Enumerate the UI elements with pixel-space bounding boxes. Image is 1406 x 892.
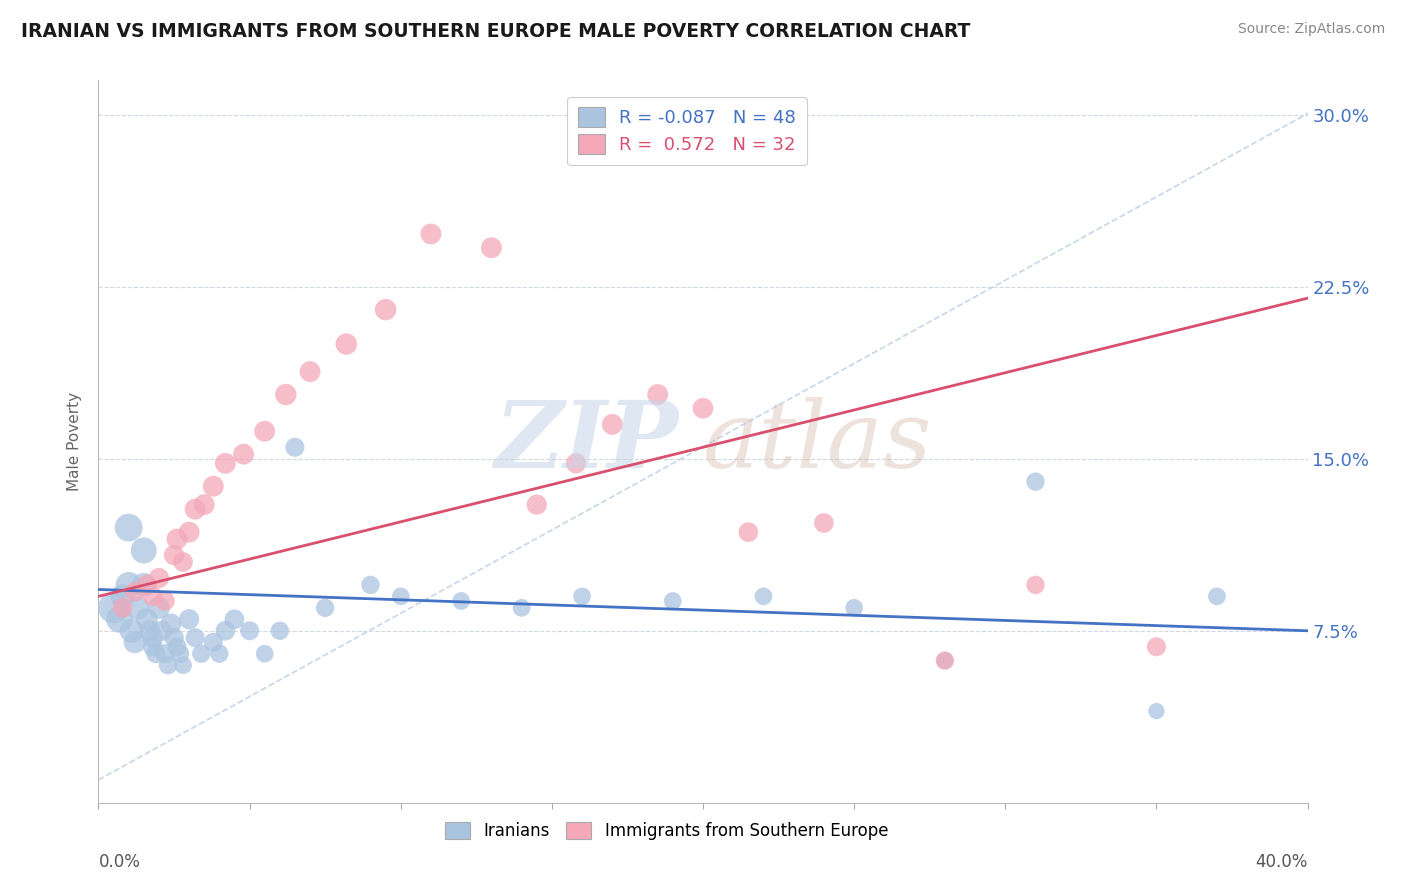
- Point: [661, 594, 683, 608]
- Point: [148, 571, 170, 585]
- Point: [274, 387, 297, 401]
- Point: [150, 624, 173, 638]
- Point: [166, 532, 188, 546]
- Point: [1144, 704, 1167, 718]
- Point: [214, 624, 236, 638]
- Y-axis label: Male Poverty: Male Poverty: [67, 392, 83, 491]
- Text: 0.0%: 0.0%: [98, 854, 141, 871]
- Point: [813, 516, 835, 530]
- Point: [132, 543, 155, 558]
- Point: [565, 456, 588, 470]
- Point: [934, 654, 956, 668]
- Point: [284, 440, 307, 454]
- Point: [202, 479, 225, 493]
- Point: [360, 578, 382, 592]
- Point: [934, 654, 956, 668]
- Point: [108, 612, 131, 626]
- Point: [118, 578, 141, 592]
- Point: [389, 590, 412, 604]
- Point: [269, 624, 291, 638]
- Point: [335, 337, 357, 351]
- Point: [121, 624, 143, 638]
- Point: [142, 640, 165, 654]
- Point: [844, 600, 866, 615]
- Point: [193, 498, 215, 512]
- Point: [179, 612, 201, 626]
- Point: [124, 635, 146, 649]
- Point: [124, 584, 146, 599]
- Point: [1144, 640, 1167, 654]
- Point: [202, 635, 225, 649]
- Point: [111, 600, 134, 615]
- Point: [571, 590, 593, 604]
- Point: [111, 590, 134, 604]
- Point: [139, 624, 162, 638]
- Point: [1024, 475, 1046, 489]
- Point: [214, 456, 236, 470]
- Point: [184, 502, 207, 516]
- Point: [166, 640, 188, 654]
- Point: [160, 616, 183, 631]
- Point: [179, 525, 201, 540]
- Point: [752, 590, 775, 604]
- Point: [510, 600, 533, 615]
- Point: [184, 631, 207, 645]
- Text: ZIP: ZIP: [495, 397, 679, 486]
- Point: [103, 600, 125, 615]
- Point: [1024, 578, 1046, 592]
- Point: [692, 401, 714, 416]
- Point: [314, 600, 336, 615]
- Point: [253, 424, 276, 438]
- Point: [163, 548, 186, 562]
- Point: [737, 525, 759, 540]
- Point: [299, 365, 322, 379]
- Point: [118, 520, 141, 534]
- Text: Source: ZipAtlas.com: Source: ZipAtlas.com: [1237, 22, 1385, 37]
- Point: [420, 227, 443, 241]
- Point: [163, 631, 186, 645]
- Point: [145, 647, 167, 661]
- Point: [142, 590, 165, 604]
- Text: atlas: atlas: [703, 397, 932, 486]
- Point: [190, 647, 212, 661]
- Point: [208, 647, 231, 661]
- Point: [232, 447, 254, 461]
- Text: IRANIAN VS IMMIGRANTS FROM SOUTHERN EUROPE MALE POVERTY CORRELATION CHART: IRANIAN VS IMMIGRANTS FROM SOUTHERN EURO…: [21, 22, 970, 41]
- Point: [1206, 590, 1229, 604]
- Point: [153, 647, 176, 661]
- Point: [526, 498, 548, 512]
- Point: [135, 612, 157, 626]
- Point: [153, 594, 176, 608]
- Point: [481, 241, 503, 255]
- Point: [156, 658, 179, 673]
- Point: [172, 555, 194, 569]
- Point: [148, 600, 170, 615]
- Point: [450, 594, 472, 608]
- Point: [224, 612, 246, 626]
- Point: [239, 624, 262, 638]
- Point: [132, 578, 155, 592]
- Point: [172, 658, 194, 673]
- Point: [142, 631, 165, 645]
- Point: [374, 302, 396, 317]
- Point: [253, 647, 276, 661]
- Point: [647, 387, 669, 401]
- Text: 40.0%: 40.0%: [1256, 854, 1308, 871]
- Point: [127, 600, 149, 615]
- Point: [135, 578, 157, 592]
- Legend: Iranians, Immigrants from Southern Europe: Iranians, Immigrants from Southern Europ…: [439, 815, 896, 847]
- Point: [602, 417, 624, 432]
- Point: [169, 647, 191, 661]
